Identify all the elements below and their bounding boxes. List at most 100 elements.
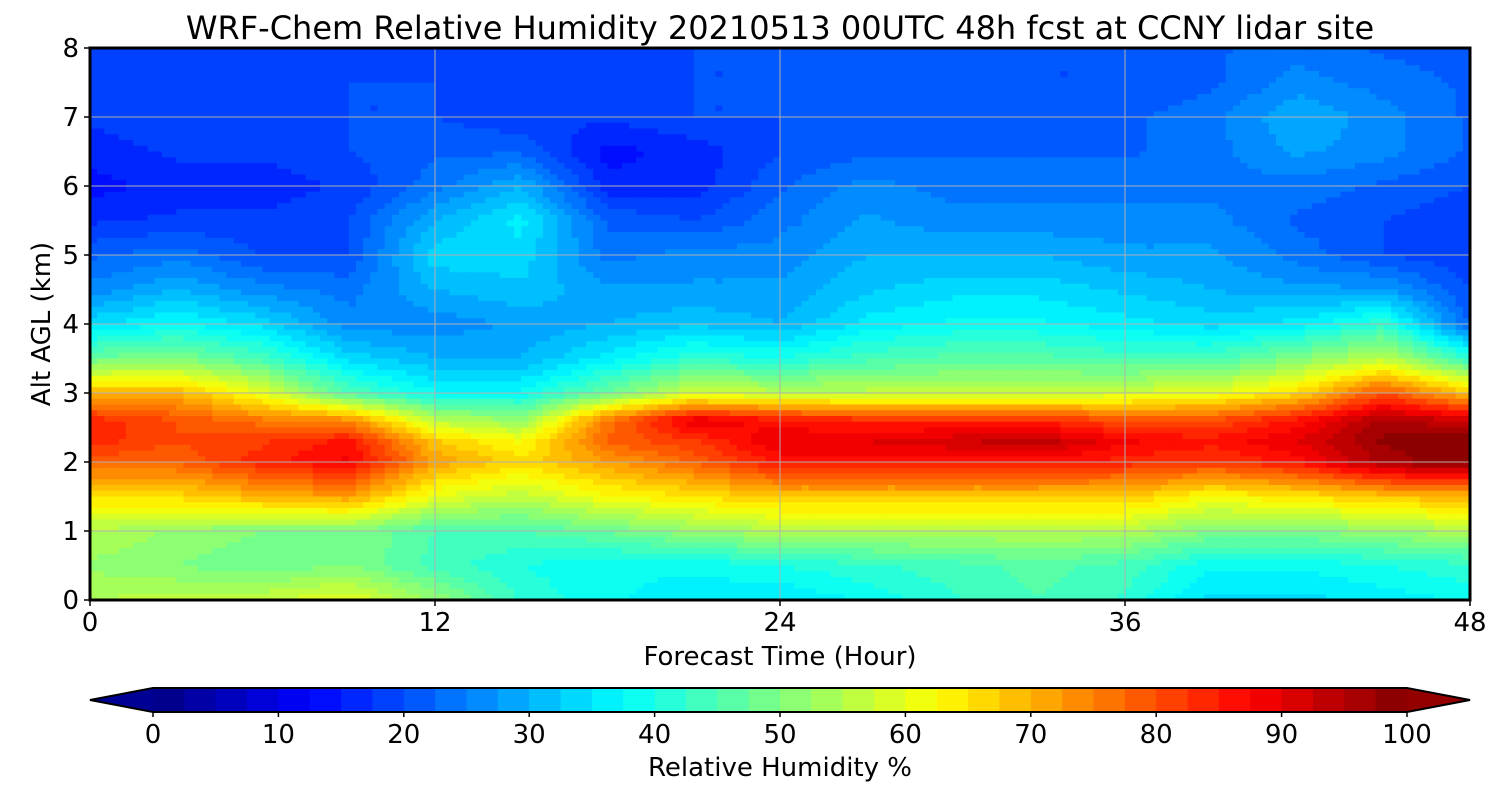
heatmap-cell [1204, 128, 1212, 135]
heatmap-cell [1304, 140, 1313, 147]
heatmap-cell [794, 157, 803, 164]
heatmap-cell [1390, 99, 1399, 107]
heatmap-cell [1275, 145, 1284, 153]
heatmap-cell [506, 105, 515, 112]
heatmap-cell [1347, 168, 1356, 176]
heatmap-cell [212, 117, 220, 124]
heatmap-cell [1319, 94, 1327, 101]
heatmap-cell [1347, 117, 1356, 124]
heatmap-cell [1225, 117, 1234, 124]
heatmap-cell [808, 140, 817, 147]
heatmap-cell [794, 99, 803, 107]
heatmap-cell [1218, 191, 1227, 199]
heatmap-cell [959, 145, 968, 153]
heatmap-cell [363, 88, 371, 95]
heatmap-cell [557, 82, 565, 89]
heatmap-cell [679, 140, 688, 147]
heatmap-cell [1283, 71, 1291, 78]
heatmap-cell [801, 168, 810, 176]
heatmap-cell [506, 145, 515, 153]
heatmap-cell [1398, 174, 1406, 181]
heatmap-cell [312, 122, 321, 130]
heatmap-cell [320, 128, 328, 135]
heatmap-cell [1024, 191, 1033, 199]
heatmap-cell [456, 145, 465, 153]
heatmap-cell [1326, 53, 1335, 61]
heatmap-cell [406, 168, 415, 176]
heatmap-cell [1268, 71, 1277, 78]
heatmap-cell [1089, 145, 1097, 153]
heatmap-cell [485, 117, 494, 124]
heatmap-cell [844, 76, 853, 84]
heatmap-cell [1117, 140, 1126, 147]
heatmap-cell [104, 105, 113, 112]
heatmap-cell [1103, 157, 1112, 164]
heatmap-cell [1326, 76, 1335, 84]
heatmap-cell [1398, 168, 1406, 176]
heatmap-cell [1017, 157, 1025, 164]
heatmap-cell [1355, 128, 1363, 135]
heatmap-cell [1024, 99, 1033, 107]
heatmap-cell [1196, 82, 1205, 89]
heatmap-cell [794, 128, 803, 135]
heatmap-cell [1146, 76, 1155, 84]
heatmap-cell [125, 53, 134, 61]
heatmap-cell [327, 71, 335, 78]
heatmap-cell [1031, 53, 1040, 61]
heatmap-cell [1448, 59, 1457, 66]
heatmap-cell [966, 180, 975, 187]
heatmap-cell [1448, 71, 1457, 78]
heatmap-cell [298, 88, 307, 95]
heatmap-cell [506, 180, 515, 187]
heatmap-cell [1390, 180, 1399, 187]
heatmap-cell [837, 145, 846, 153]
heatmap-cell [240, 65, 249, 72]
heatmap-cell [104, 48, 113, 55]
heatmap-cell [197, 140, 206, 147]
heatmap-cell [665, 111, 673, 118]
heatmap-cell [607, 71, 616, 78]
heatmap-cell [449, 88, 458, 95]
heatmap-cell [312, 151, 321, 158]
heatmap-cell [1319, 65, 1327, 72]
heatmap-cell [1189, 174, 1198, 181]
heatmap-cell [1125, 65, 1133, 72]
heatmap-cell [1182, 71, 1191, 78]
heatmap-cell [276, 122, 285, 130]
heatmap-cell [542, 186, 551, 193]
heatmap-cell [607, 134, 616, 141]
heatmap-cell [629, 111, 637, 118]
heatmap-cell [859, 186, 867, 193]
heatmap-cell [233, 59, 242, 66]
heatmap-cell [391, 191, 400, 199]
heatmap-cell [607, 145, 616, 153]
heatmap-cell [1441, 88, 1450, 95]
heatmap-cell [478, 88, 486, 95]
heatmap-cell [104, 128, 113, 135]
heatmap-cell [1247, 168, 1255, 176]
heatmap-cell [161, 122, 170, 130]
heatmap-cell [1204, 82, 1212, 89]
heatmap-cell [205, 174, 213, 181]
heatmap-cell [837, 71, 846, 78]
heatmap-cell [1153, 151, 1162, 158]
heatmap-cell [1060, 94, 1069, 101]
heatmap-cell [1376, 71, 1385, 78]
heatmap-cell [729, 186, 738, 193]
heatmap-cell [205, 82, 213, 89]
heatmap-cell [205, 186, 213, 193]
heatmap-cell [866, 140, 875, 147]
heatmap-cell [859, 48, 867, 55]
heatmap-cell [1319, 105, 1327, 112]
heatmap-cell [427, 105, 436, 112]
heatmap-cell [643, 174, 652, 181]
heatmap-cell [197, 145, 206, 153]
heatmap-cell [895, 71, 903, 78]
heatmap-cell [679, 117, 688, 124]
heatmap-cell [169, 48, 177, 55]
heatmap-cell [621, 71, 630, 78]
heatmap-cell [744, 191, 752, 199]
heatmap-cell [1139, 48, 1148, 55]
heatmap-cell [528, 88, 537, 95]
heatmap-cell [1290, 163, 1299, 170]
